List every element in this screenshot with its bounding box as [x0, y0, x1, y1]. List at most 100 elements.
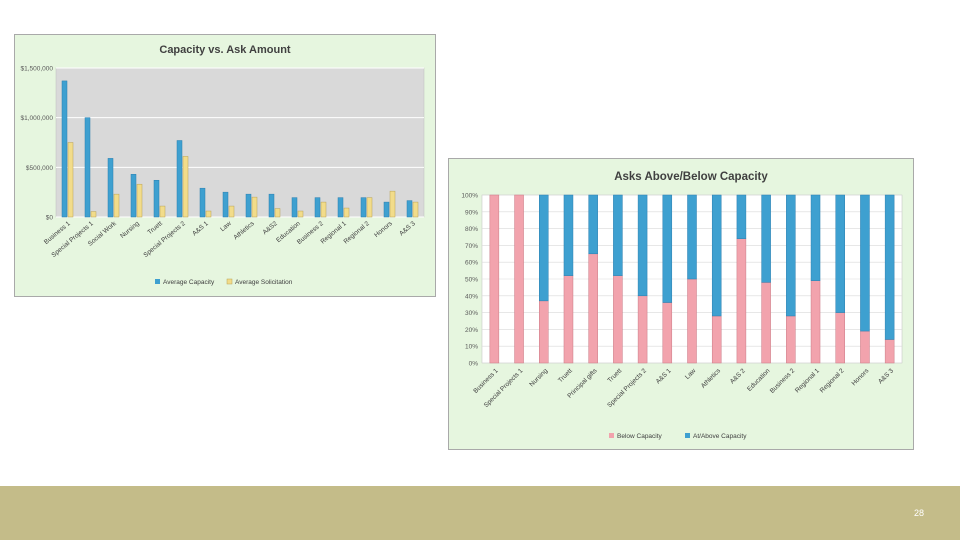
bar-average-solicitation [343, 207, 350, 218]
legend-swatch-below-capacity [609, 433, 614, 438]
chart-title: Asks Above/Below Capacity [614, 171, 768, 183]
x-tick-label: Regional 1 [794, 367, 821, 394]
bar-below-capacity [489, 194, 500, 364]
chart-title: Capacity vs. Ask Amount [159, 44, 291, 56]
plot-area [55, 67, 425, 218]
bar-below-capacity [588, 253, 598, 364]
bar-average-solicitation [251, 196, 258, 218]
x-tick-label: Law [219, 220, 233, 233]
bar-at-above-capacity [637, 194, 648, 297]
bar-average-solicitation [412, 201, 419, 218]
x-tick-label: Honors [851, 367, 871, 387]
bar-at-above-capacity [588, 194, 598, 255]
legend-swatch-average-capacity [155, 279, 160, 284]
bar-below-capacity [662, 302, 673, 364]
x-tick-label: Regional 2 [819, 367, 846, 394]
y-tick-label: 60% [465, 260, 478, 267]
bar-below-capacity [884, 339, 895, 364]
x-tick-label: A&S 2 [729, 367, 747, 385]
bar-average-capacity [107, 158, 114, 218]
y-tick-label: 80% [465, 226, 478, 233]
bar-at-above-capacity [860, 194, 870, 332]
bar-average-solicitation [389, 190, 396, 218]
page-number: 28 [913, 508, 924, 518]
bar-at-above-capacity [687, 194, 697, 280]
bar-below-capacity [563, 275, 574, 364]
bar-below-capacity [687, 278, 697, 364]
legend-swatch-average-solicitation [226, 278, 233, 285]
x-tick-label: Special Projects 2 [142, 220, 187, 259]
y-tick-label: 50% [465, 277, 478, 284]
bar-average-capacity [153, 179, 160, 218]
bar-average-capacity [61, 80, 68, 218]
legend-label-below-capacity: Below Capacity [617, 433, 663, 440]
x-tick-label: Regional 2 [342, 220, 371, 246]
x-tick-label: Education [746, 367, 772, 393]
bar-below-capacity [539, 300, 549, 364]
bar-average-capacity [84, 117, 91, 218]
bar-below-capacity [637, 295, 648, 364]
bar-average-capacity [222, 191, 229, 218]
y-tick-label: $500,000 [26, 165, 53, 172]
bar-at-above-capacity [613, 194, 623, 276]
bar-below-capacity [786, 315, 796, 364]
y-tick-label: $0 [46, 215, 54, 222]
bar-average-solicitation [274, 208, 281, 218]
asks-above-below-chart: Asks Above/Below Capacity 0% 10% 20% 30% 40% 5… [448, 158, 914, 450]
x-tick-label: Honors [373, 220, 394, 239]
x-tick-label: Athletics [700, 367, 723, 390]
y-tick-label: 20% [465, 327, 478, 334]
x-tick-label: A&S 3 [398, 220, 417, 237]
footer-bar: 28 [0, 486, 960, 540]
x-tick-label: A&S2 [262, 220, 280, 236]
bar-at-above-capacity [761, 194, 771, 283]
bar-average-capacity [406, 200, 413, 218]
y-tick-label: 10% [465, 344, 478, 351]
legend-swatch-at-above-capacity [685, 433, 690, 438]
bar-below-capacity [860, 330, 870, 364]
bar-at-above-capacity [539, 194, 549, 302]
bar-at-above-capacity [884, 194, 895, 340]
bar-at-above-capacity [835, 194, 845, 313]
bar-below-capacity [835, 312, 845, 364]
bar-average-solicitation [90, 211, 97, 218]
x-tick-label: Truett [557, 367, 574, 384]
bar-average-capacity [360, 197, 367, 218]
bar-average-solicitation [320, 201, 327, 218]
bar-average-solicitation [366, 197, 373, 218]
x-tick-label: Truett [146, 220, 163, 236]
bar-at-above-capacity [810, 194, 821, 281]
bar-average-capacity [130, 174, 137, 218]
bar-average-solicitation [205, 210, 212, 218]
bar-below-capacity [613, 275, 623, 364]
capacity-vs-ask-chart: Capacity vs. Ask Amount $0 $500,000 $1,000,… [14, 34, 436, 297]
bar-below-capacity [761, 282, 771, 364]
y-tick-label: 100% [461, 193, 478, 200]
bar-average-solicitation [228, 205, 235, 218]
asks-above-below-svg: Asks Above/Below Capacity 0% 10% 20% 30% 40% 5… [461, 171, 903, 440]
legend-label-average-solicitation: Average Solicitation [235, 279, 293, 286]
bar-average-solicitation [67, 142, 74, 218]
legend-label-at-above-capacity: At/Above Capacity [693, 433, 747, 440]
bar-average-solicitation [159, 205, 166, 218]
bar-average-capacity [383, 201, 390, 218]
bar-average-capacity [314, 197, 321, 218]
x-tick-label: Law [684, 367, 698, 381]
bar-below-capacity [514, 194, 524, 364]
bar-average-capacity [337, 197, 344, 218]
bar-average-capacity [199, 187, 206, 218]
bar-average-solicitation [297, 210, 304, 218]
x-tick-label: Business 2 [769, 367, 797, 395]
x-tick-label: Athletics [232, 220, 256, 242]
x-tick-label: Truett [607, 367, 624, 384]
x-tick-label: A&S 3 [877, 367, 895, 385]
bar-at-above-capacity [563, 194, 574, 276]
capacity-vs-ask-svg: Capacity vs. Ask Amount $0 $500,000 $1,000,… [20, 44, 425, 286]
bar-at-above-capacity [736, 194, 747, 239]
bar-below-capacity [736, 238, 747, 364]
y-tick-label: 70% [465, 243, 478, 250]
bar-average-capacity [176, 140, 183, 218]
x-tick-label: A&S 1 [655, 367, 673, 385]
y-tick-label: $1,000,000 [20, 115, 53, 122]
y-tick-label: 90% [465, 209, 478, 216]
